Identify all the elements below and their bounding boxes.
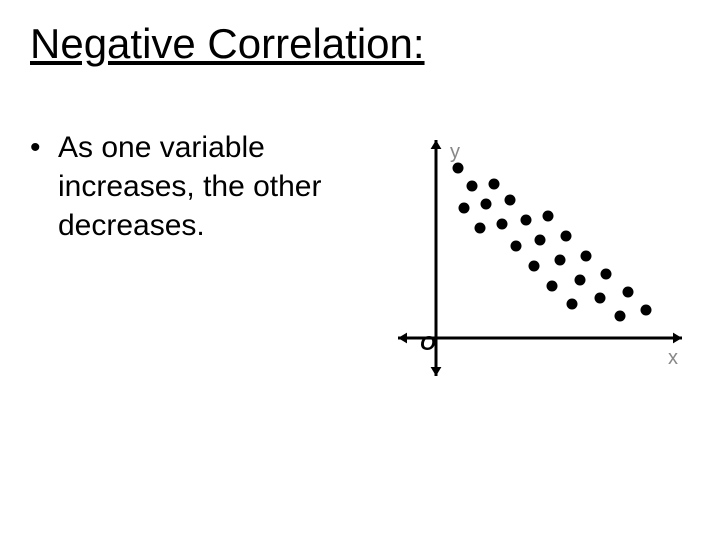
svg-text:x: x [668,347,678,369]
scatter-svg: y x O [390,128,690,388]
slide-title: Negative Correlation: [30,20,690,68]
slide: Negative Correlation: • As one variable … [0,0,720,540]
svg-text:O: O [420,333,436,355]
scatter-chart: y x O [390,128,690,388]
bullet-item: • As one variable increases, the other d… [30,128,390,245]
svg-text:y: y [450,141,460,163]
bullet-block: • As one variable increases, the other d… [30,128,390,245]
bullet-text: As one variable increases, the other dec… [58,128,390,245]
bullet-mark: • [30,128,58,245]
body-row: • As one variable increases, the other d… [30,128,690,388]
